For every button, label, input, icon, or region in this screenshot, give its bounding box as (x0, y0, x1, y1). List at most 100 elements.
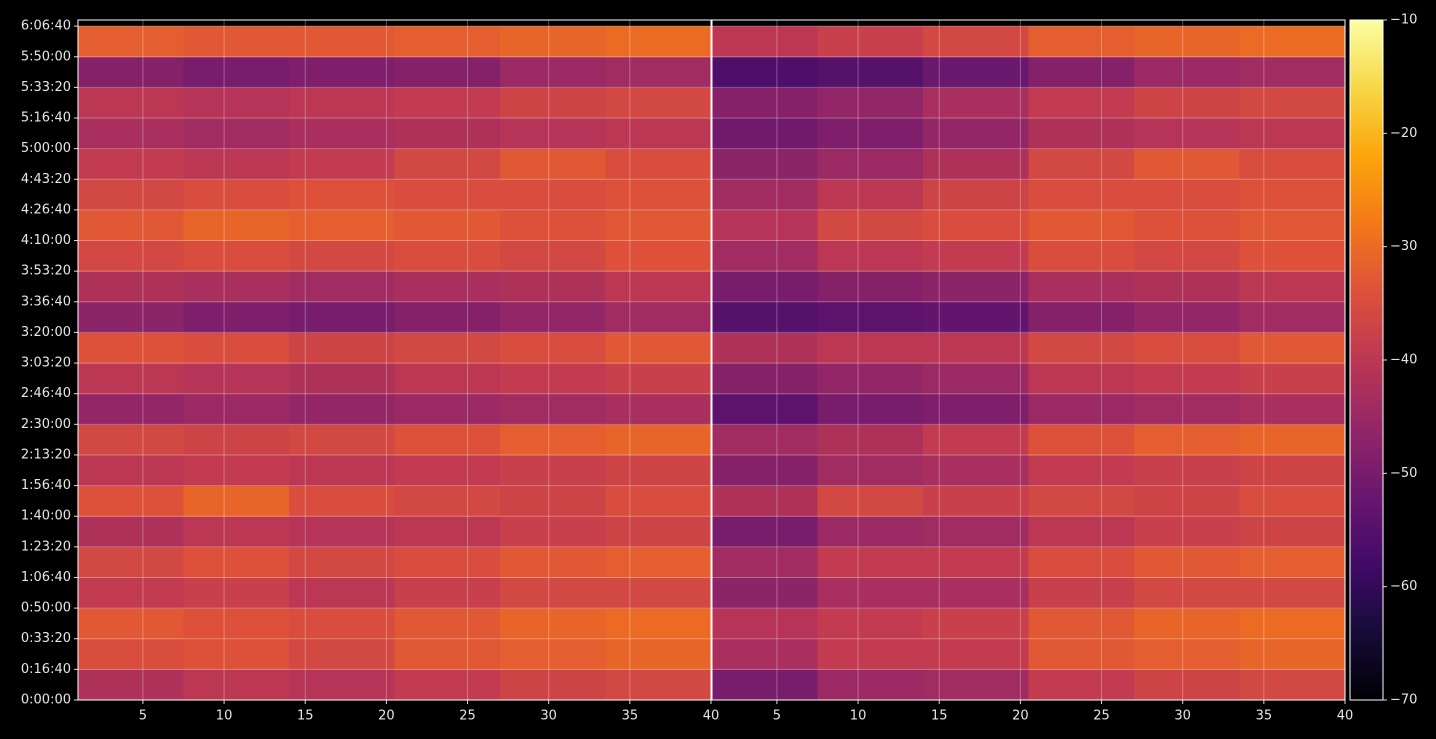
heat-cell (923, 424, 1029, 456)
heat-cell (1239, 332, 1346, 364)
heat-cell (923, 240, 1029, 272)
heat-cell (289, 485, 395, 517)
heat-cell (817, 240, 924, 272)
heat-cell (394, 669, 501, 701)
y-tick-label: 2:13:20 (21, 447, 71, 462)
heat-cell (78, 332, 184, 364)
heat-cell (289, 608, 395, 640)
heat-cell (289, 424, 395, 456)
heat-cell (712, 26, 818, 58)
heat-cell (712, 669, 818, 701)
y-tick-label: 0:33:20 (21, 631, 71, 646)
heat-cell (605, 332, 712, 364)
heat-cell (923, 209, 1029, 242)
heat-cell (183, 546, 290, 578)
heat-cell (183, 363, 290, 395)
heat-cell (712, 608, 818, 640)
heat-cell (289, 516, 395, 548)
heat-cell (500, 209, 606, 242)
heat-cell (394, 118, 501, 150)
heat-cell (1239, 577, 1346, 609)
heat-cell (289, 271, 395, 303)
heat-cell (394, 454, 501, 487)
heat-cell (78, 424, 184, 456)
heat-cell (817, 363, 924, 395)
heat-cell (1028, 209, 1135, 242)
x-tick-label: 10 (850, 709, 867, 724)
heat-cell (500, 577, 606, 609)
heat-cell (78, 56, 184, 88)
heat-cell (817, 332, 924, 364)
heat-cell (1028, 56, 1135, 88)
heat-cell (1028, 301, 1135, 333)
heat-cell (78, 608, 184, 640)
heat-cell (78, 118, 184, 150)
heat-cell (923, 608, 1029, 640)
heat-cell (605, 301, 712, 333)
heat-cell (817, 577, 924, 609)
x-tick-label: 5 (139, 709, 147, 724)
heat-cell (1134, 271, 1240, 303)
y-tick-label: 3:36:40 (21, 294, 71, 309)
colorbar-tick-label: −70 (1390, 693, 1417, 708)
y-tick-label: 5:33:20 (21, 80, 71, 95)
heat-cell (1134, 118, 1240, 150)
heat-cell (923, 179, 1029, 211)
heat-cell (500, 26, 606, 58)
heat-cell (712, 454, 818, 487)
y-tick-label: 3:03:20 (21, 356, 71, 371)
heat-cell (817, 301, 924, 333)
colorbar-tick-label: −50 (1390, 466, 1417, 481)
heat-cell (500, 118, 606, 150)
heat-cell (500, 301, 606, 333)
y-tick-label: 0:00:00 (21, 693, 71, 708)
heat-cell (923, 638, 1029, 670)
heat-cell (394, 516, 501, 548)
heat-cell (289, 393, 395, 425)
heat-cell (817, 454, 924, 487)
heat-cell (500, 363, 606, 395)
heat-cell (1239, 516, 1346, 548)
heat-cell (923, 87, 1029, 119)
heat-cell (394, 26, 501, 58)
heat-cell (1028, 363, 1135, 395)
heat-cell (394, 363, 501, 395)
heat-cell (1239, 363, 1346, 395)
heat-cell (394, 608, 501, 640)
colorbar (1349, 19, 1384, 701)
heat-cell (500, 454, 606, 487)
heat-cell (78, 179, 184, 211)
heat-cell (1239, 669, 1346, 701)
heat-cell (712, 87, 818, 119)
heat-cell (605, 271, 712, 303)
heat-cell (183, 424, 290, 456)
y-tick-label: 4:10:00 (21, 233, 71, 248)
heat-cell (1239, 118, 1346, 150)
heat-cell (817, 546, 924, 578)
heat-cell (289, 56, 395, 88)
heat-cell (1028, 393, 1135, 425)
heat-cell (289, 577, 395, 609)
heat-cell (1134, 363, 1240, 395)
heat-cell (394, 56, 501, 88)
heat-cell (1239, 393, 1346, 425)
heat-cell (1134, 454, 1240, 487)
heat-cell (1028, 179, 1135, 211)
x-tick-label: 15 (297, 709, 314, 724)
heat-cell (289, 179, 395, 211)
heat-cell (394, 577, 501, 609)
heat-cell (1028, 148, 1135, 180)
heat-cell (1239, 271, 1346, 303)
heat-cell (78, 393, 184, 425)
heat-cell (289, 240, 395, 272)
heat-cell (500, 516, 606, 548)
heat-cell (500, 669, 606, 701)
heat-cell (1134, 516, 1240, 548)
heat-cell (78, 577, 184, 609)
heat-cell (183, 393, 290, 425)
heat-cell (817, 271, 924, 303)
heat-cell (1239, 301, 1346, 333)
heat-cell (712, 393, 818, 425)
heat-cell (183, 516, 290, 548)
